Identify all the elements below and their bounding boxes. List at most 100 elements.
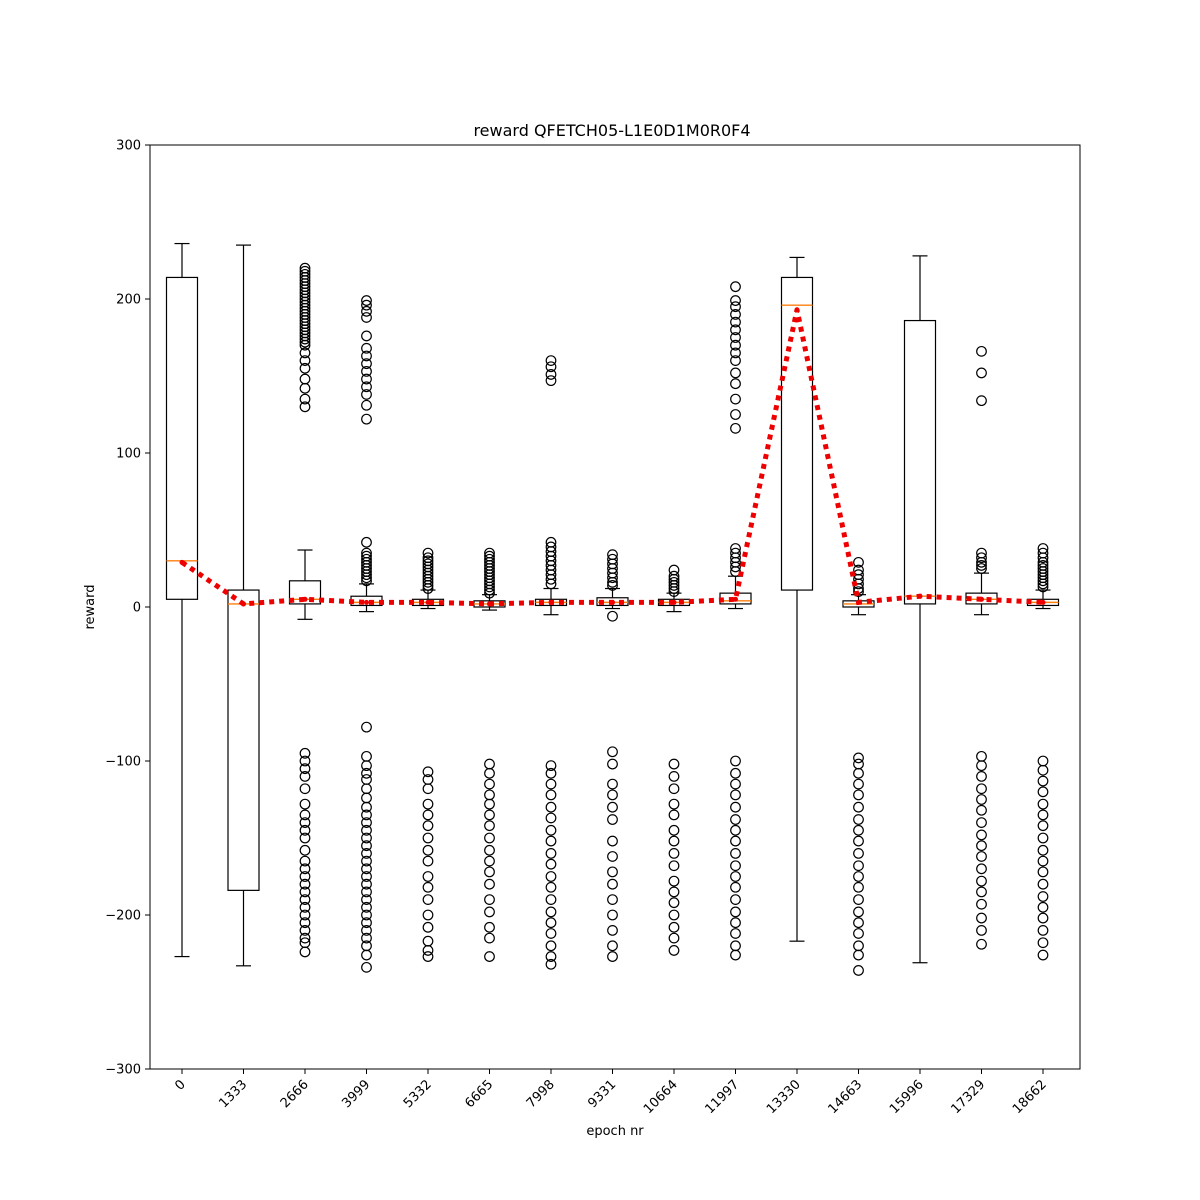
box — [165, 276, 199, 600]
outlier-point — [545, 881, 557, 893]
outlier-point — [668, 848, 680, 859]
outlier-point — [730, 324, 741, 336]
y-axis: −300 −200 −100 0 100 200 300 — [105, 139, 150, 1078]
outlier-point — [545, 778, 557, 790]
outlier-point — [1037, 878, 1049, 890]
box-group-1333 — [227, 244, 260, 967]
outlier-point — [853, 767, 864, 779]
outlier-point — [422, 951, 434, 962]
outlier-point — [730, 409, 741, 420]
mean-point — [733, 596, 738, 602]
outlier-point — [361, 817, 372, 828]
outlier-point — [607, 851, 618, 862]
outlier-point — [976, 783, 987, 795]
outlier-point — [361, 295, 372, 306]
box — [780, 276, 814, 591]
outlier-point — [976, 817, 987, 828]
mean-point — [671, 599, 677, 605]
outlier-point — [545, 951, 557, 962]
mean-point — [856, 599, 861, 605]
outlier-point — [361, 381, 372, 393]
outlier-point — [730, 309, 741, 320]
outlier-point — [422, 844, 434, 856]
outlier-point — [545, 848, 557, 859]
outlier-point — [484, 581, 495, 593]
outlier-point — [361, 536, 372, 548]
outlier-point — [607, 951, 618, 962]
outlier-point — [1037, 949, 1049, 961]
outlier-point — [361, 840, 372, 852]
outlier-point — [299, 333, 311, 345]
outlier-point — [976, 563, 987, 574]
outlier-point — [484, 906, 495, 918]
outlier-point — [730, 561, 741, 573]
outlier-point — [361, 299, 372, 311]
y-tick-label: 100 — [116, 447, 141, 462]
outlier-point — [422, 576, 434, 588]
outlier-point — [607, 580, 618, 591]
outlier-point — [361, 848, 372, 859]
outlier-point — [730, 906, 741, 918]
outlier-point — [668, 921, 680, 933]
outlier-point — [361, 767, 372, 779]
outlier-point — [484, 932, 495, 944]
outlier-point — [361, 824, 372, 836]
outlier-point — [361, 413, 372, 425]
outlier-point — [299, 878, 311, 890]
outlier-point — [361, 909, 372, 921]
box — [903, 319, 937, 605]
outlier-point — [607, 894, 618, 905]
outlier-point — [299, 809, 311, 821]
mean-point — [487, 601, 492, 607]
outlier-point — [484, 832, 495, 844]
outlier-point — [668, 798, 680, 810]
plot-area — [165, 242, 1060, 976]
outlier-point — [422, 809, 434, 821]
outlier-point — [299, 771, 311, 782]
outlier-point — [1037, 925, 1049, 936]
outlier-point — [361, 342, 372, 354]
outlier-point — [668, 586, 680, 597]
outlier-point — [853, 928, 864, 939]
outlier-point — [607, 801, 618, 813]
outlier-point — [299, 863, 311, 875]
x-axis-label: epoch nr — [586, 1124, 644, 1139]
outlier-point — [1037, 552, 1049, 564]
outlier-point — [976, 556, 987, 568]
y-tick-label: 0 — [133, 601, 141, 616]
mean-point — [302, 596, 308, 602]
box-group-3999 — [350, 295, 383, 973]
y-tick-label: −200 — [105, 909, 141, 924]
outlier-point — [668, 771, 680, 782]
outlier-point — [299, 382, 311, 394]
outlier-point — [730, 871, 741, 882]
outlier-point — [730, 778, 741, 790]
outlier-point — [484, 584, 495, 596]
outlier-point — [730, 339, 741, 351]
outlier-point — [361, 373, 372, 385]
outlier-point — [853, 860, 864, 872]
outlier-point — [668, 945, 680, 956]
outlier-point — [484, 778, 495, 790]
outlier-point — [976, 938, 987, 950]
outlier-point — [361, 305, 372, 317]
outlier-point — [361, 961, 372, 973]
box-group-13330 — [780, 256, 814, 942]
outlier-point — [545, 361, 557, 373]
outlier-point — [545, 760, 557, 772]
outlier-point — [299, 901, 311, 913]
outlier-point — [361, 760, 372, 772]
outlier-point — [299, 347, 311, 359]
outlier-point — [976, 840, 987, 852]
outlier-point — [361, 312, 372, 323]
outlier-point — [422, 881, 434, 893]
outlier-point — [299, 798, 311, 810]
outlier-point — [607, 866, 618, 878]
outlier-point — [853, 871, 864, 882]
outlier-point — [668, 875, 680, 887]
outlier-point — [976, 345, 987, 357]
mean-point — [610, 599, 615, 605]
outlier-point — [299, 339, 311, 351]
outlier-point — [1037, 901, 1049, 913]
outlier-point — [853, 949, 864, 961]
